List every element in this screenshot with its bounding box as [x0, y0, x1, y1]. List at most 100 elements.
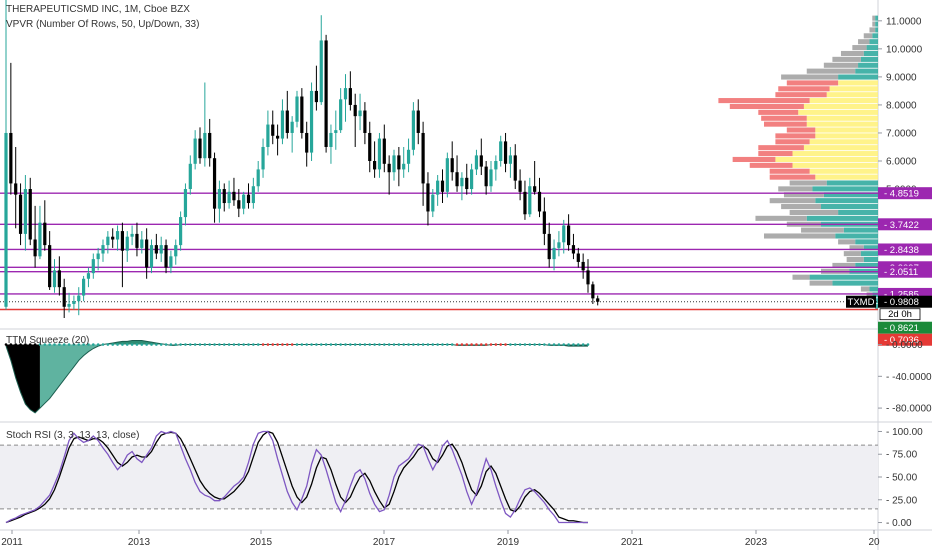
- candle-body: [377, 138, 382, 170]
- level-price-badge: [878, 218, 932, 231]
- vp-row-up: [872, 33, 878, 39]
- candle-body: [392, 155, 396, 173]
- candle-body: [300, 96, 304, 133]
- vp-row-down: [755, 215, 807, 221]
- ttm-squeeze-dot: [222, 343, 226, 346]
- ttm-squeeze-dot: [135, 343, 139, 346]
- candle-body: [436, 180, 440, 195]
- ttm-squeeze-dot: [290, 343, 294, 346]
- vp-row-down: [809, 280, 833, 286]
- level-price-badge-label: - 2.0511: [884, 267, 918, 278]
- ttm-squeeze-dot: [14, 343, 17, 346]
- ttm-squeeze-dot: [101, 343, 105, 346]
- vp-row-up: [835, 233, 878, 239]
- candle-body: [431, 194, 435, 212]
- vp-row-down: [832, 262, 856, 268]
- ttm-squeeze-dot: [450, 343, 454, 346]
- main-legend-title[interactable]: THERAPEUTICSMD INC, 1M, Cboe BZX: [6, 4, 190, 15]
- vp-row-down: [832, 56, 861, 62]
- ttm-squeeze-dot: [518, 343, 522, 346]
- ttm-squeeze-dot: [392, 343, 396, 346]
- vp-row-up: [843, 227, 878, 233]
- vp-row-down: [849, 245, 864, 251]
- candle-body: [101, 245, 105, 254]
- vp-row-up: [809, 274, 878, 280]
- candle-body: [440, 180, 445, 192]
- ttm-squeeze-dot: [271, 343, 275, 346]
- candle-body: [373, 161, 377, 170]
- candle-body: [77, 295, 81, 302]
- ttm-squeeze-dot: [53, 343, 56, 346]
- vp-row-down: [852, 45, 867, 51]
- candle-body: [460, 177, 464, 187]
- vp-row-up: [869, 286, 878, 292]
- vp-row-down: [823, 62, 859, 68]
- vp-row-up: [872, 292, 878, 298]
- candle-body: [145, 239, 149, 268]
- candle-body: [251, 186, 255, 204]
- candle-body: [33, 239, 37, 257]
- low-price-badge: [878, 321, 932, 334]
- time-tick-label: 2019: [497, 537, 520, 548]
- time-tick-label: 2011: [1, 537, 23, 548]
- candle-body: [596, 298, 600, 302]
- candle-body: [125, 236, 129, 251]
- ttm-squeeze-dot: [402, 343, 406, 346]
- candle-body: [576, 253, 580, 262]
- low-price-badge: [878, 333, 932, 346]
- vp-row-up: [775, 156, 878, 163]
- low-price-badge-label: - 0.8621: [884, 323, 919, 334]
- candle-body: [115, 231, 120, 240]
- ttm-squeeze-dot: [266, 343, 270, 346]
- candle-body: [343, 88, 348, 100]
- candle-body: [353, 104, 357, 117]
- candle-body: [499, 141, 503, 161]
- candle-body: [363, 110, 367, 133]
- ttm-squeeze-dot: [349, 343, 352, 346]
- countdown-badge: [879, 308, 921, 321]
- ttm-squeeze-dot: [436, 343, 439, 346]
- candle-body: [188, 163, 192, 190]
- level-price-badge-label: - 4.8519: [884, 189, 919, 200]
- ttm-squeeze-dot: [421, 343, 425, 346]
- candle-body: [208, 132, 212, 159]
- ttm-squeeze-dot: [572, 343, 575, 346]
- ttm-squeeze-dot: [533, 343, 536, 346]
- ttm-squeeze-dot: [19, 343, 22, 346]
- candle-body: [305, 132, 309, 153]
- ttm-squeeze-dot: [276, 343, 279, 346]
- ttm-squeeze-dot: [513, 343, 517, 346]
- candle-body: [416, 110, 420, 133]
- ttm-squeeze-dot: [465, 343, 469, 346]
- candle-body: [96, 253, 100, 260]
- vp-row-down: [775, 92, 827, 98]
- ttm-squeeze-dot: [203, 343, 207, 346]
- candle-body: [557, 242, 561, 248]
- candle-body: [48, 245, 52, 288]
- vp-row-down: [789, 180, 827, 186]
- ttm-squeeze-dot: [397, 343, 401, 346]
- candle-body: [62, 287, 66, 307]
- vp-row-up: [855, 262, 878, 268]
- candle-body: [246, 194, 251, 204]
- candle-body: [222, 189, 226, 204]
- vp-row-up: [803, 103, 878, 110]
- ttm-squeeze-dot: [43, 343, 47, 346]
- ttm-legend-title[interactable]: TTM Squeeze (20): [6, 335, 89, 346]
- vpvr-legend-title[interactable]: VPVR (Number Of Rows, 50, Up/Down, 33): [6, 19, 199, 30]
- stoch-rsi-series: [5, 430, 588, 524]
- ttm-squeeze-dot: [184, 343, 187, 346]
- candle-body: [537, 191, 542, 212]
- stoch-rsi-tick-label: - 50.00: [886, 473, 918, 484]
- vp-row-up: [809, 139, 878, 145]
- stoch-rsi-legend-title[interactable]: Stoch RSI (3, 3, 13, 13, close): [6, 430, 139, 441]
- candle-body: [474, 155, 479, 170]
- time-tick-label: 2023: [745, 537, 768, 548]
- vp-row-up: [826, 92, 878, 98]
- current-price-badge: [878, 295, 932, 308]
- vp-row-up: [869, 39, 878, 45]
- vp-row-up: [806, 121, 878, 127]
- price-scales: 11.000010.00009.00008.00007.00006.00005.…: [878, 16, 932, 529]
- ttm-squeeze-dot: [130, 343, 134, 346]
